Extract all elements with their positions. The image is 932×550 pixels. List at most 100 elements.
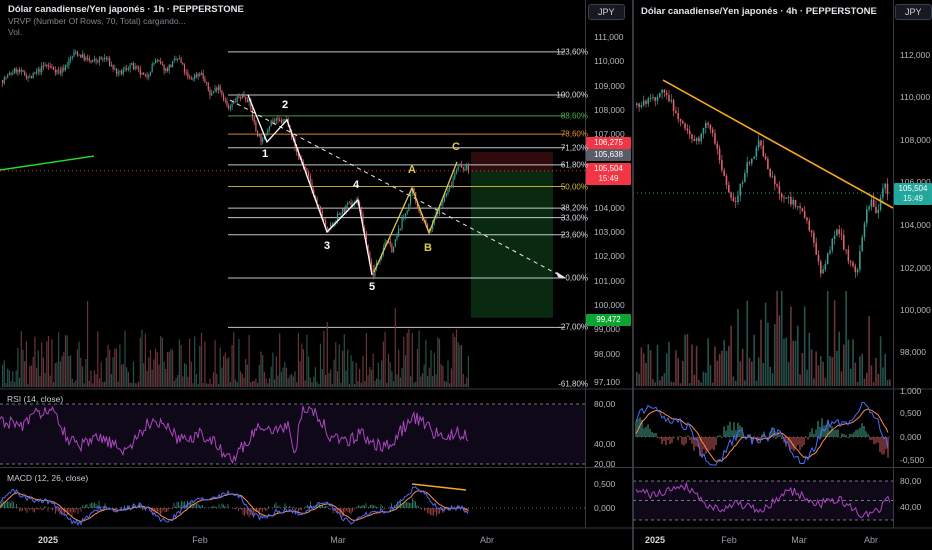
green-trendline bbox=[0, 155, 95, 171]
axis-price-label: 112,000 bbox=[900, 50, 931, 60]
wave-label-C[interactable]: C bbox=[452, 141, 460, 153]
macd-axis-label: 0,500 bbox=[594, 479, 616, 489]
axis-price-label: 102,000 bbox=[594, 251, 625, 261]
price-badge: 99,472 bbox=[586, 314, 631, 326]
impulse-wave-line bbox=[247, 94, 373, 276]
rsi-bands bbox=[0, 404, 893, 520]
fib-level-label[interactable]: 88,60% bbox=[560, 111, 588, 121]
time-axis-label: 2025 bbox=[644, 535, 666, 545]
axis-price-label: 109,000 bbox=[594, 81, 625, 91]
time-axis-label: Abr bbox=[479, 535, 495, 545]
price-badge: 105,504 15:49 bbox=[894, 183, 932, 205]
rsi-axis-label: 40,00 bbox=[900, 502, 922, 512]
right-macd bbox=[633, 401, 893, 466]
right-rsi bbox=[633, 480, 893, 521]
fib-level-label[interactable]: -61,80% bbox=[558, 379, 588, 389]
rsi-axis-label: 80,00 bbox=[900, 476, 922, 486]
left-macd bbox=[0, 483, 585, 527]
rsi-axis-label: 20,00 bbox=[594, 459, 616, 469]
price-badge-value: 105,504 bbox=[898, 184, 928, 193]
left-chart-vrvp-status[interactable]: VRVP (Number Of Rows, 70, Total) cargand… bbox=[8, 16, 186, 26]
axis-price-label: 102,000 bbox=[900, 263, 931, 273]
axis-price-label: 108,000 bbox=[594, 105, 625, 115]
right-chart-title[interactable]: Dólar canadiense/Yen japonés · 4h · PEPP… bbox=[641, 6, 877, 17]
axis-price-label: 99,000 bbox=[594, 324, 620, 334]
fib-retracement-lines bbox=[228, 51, 565, 328]
axis-price-label: 101,000 bbox=[594, 276, 625, 286]
axis-price-label: 103,000 bbox=[594, 227, 625, 237]
left-chart-title[interactable]: Dólar canadiense/Yen japonés · 1h · PEPP… bbox=[8, 4, 244, 15]
wave-label-A[interactable]: A bbox=[408, 164, 416, 176]
axis-price-label: 111,000 bbox=[594, 32, 624, 42]
left-rsi bbox=[0, 403, 585, 465]
short-position-tool bbox=[471, 152, 553, 318]
wave-label-3[interactable]: 3 bbox=[323, 240, 331, 252]
macd-axis-label: 0,500 bbox=[900, 408, 922, 418]
axis-price-label: 108,000 bbox=[900, 135, 931, 145]
orange-trendline bbox=[662, 79, 894, 209]
price-badge: 105,638 bbox=[586, 149, 631, 161]
axis-price-label: 98,000 bbox=[594, 349, 620, 359]
axis-price-label: 107,000 bbox=[594, 129, 625, 139]
macd-axis-label: 0,000 bbox=[900, 432, 922, 442]
macd-axis-label: 1,000 bbox=[900, 386, 922, 396]
fib-level-label[interactable]: 78,60% bbox=[560, 129, 588, 139]
axis-price-label: 104,000 bbox=[900, 220, 931, 230]
right-candles bbox=[636, 89, 889, 278]
time-axis-label: Feb bbox=[192, 535, 208, 545]
left-volume bbox=[2, 301, 469, 387]
macd-axis-label: -0,500 bbox=[900, 455, 925, 465]
left-currency-button[interactable]: JPY bbox=[588, 4, 625, 20]
rsi-axis-label: 80,00 bbox=[594, 399, 616, 409]
axis-price-label: 100,000 bbox=[594, 300, 625, 310]
price-badge: 105,504 15:49 bbox=[586, 163, 631, 185]
fib-level-label[interactable]: 23,60% bbox=[560, 230, 588, 240]
price-badge-time: 15:49 bbox=[598, 174, 619, 183]
price-badge-value: 99,472 bbox=[596, 315, 621, 324]
price-badge-value: 106,275 bbox=[594, 138, 623, 147]
axis-price-label: 110,000 bbox=[900, 92, 931, 102]
axis-price-label: 100,000 bbox=[900, 305, 931, 315]
macd-pane-label[interactable]: MACD (12, 26, close) bbox=[7, 473, 89, 483]
fib-level-label[interactable]: 100,00% bbox=[556, 90, 588, 100]
price-badge-time: 15:49 bbox=[902, 194, 924, 203]
fib-level-label[interactable]: 50,00% bbox=[560, 182, 588, 191]
wave-label-B[interactable]: B bbox=[424, 242, 432, 254]
rsi-pane-label[interactable]: RSI (14, close) bbox=[7, 394, 64, 404]
abc-wave-line bbox=[373, 161, 458, 273]
fib-level-label[interactable]: 38,20% bbox=[560, 203, 588, 213]
fib-level-label[interactable]: 0,00% bbox=[565, 273, 588, 283]
wave-label-1[interactable]: 1 bbox=[261, 148, 269, 160]
axis-price-label: 106,000 bbox=[900, 177, 931, 187]
axis-price-label: 98,000 bbox=[900, 347, 926, 357]
fib-level-label[interactable]: 61,80% bbox=[560, 160, 588, 170]
time-axis-label: Mar bbox=[330, 535, 346, 545]
fib-level-label[interactable]: 33,00% bbox=[560, 213, 588, 223]
axis-price-label: 97,100 bbox=[594, 377, 620, 387]
fib-level-label[interactable]: 71,20% bbox=[560, 143, 588, 153]
fib-level-label[interactable]: -27,00% bbox=[558, 322, 588, 332]
wave-label-2[interactable]: 2 bbox=[281, 99, 289, 111]
macd-axis-label: 0,000 bbox=[594, 503, 616, 513]
axis-price-label: 110,000 bbox=[594, 56, 625, 66]
left-candles bbox=[2, 49, 469, 280]
rsi-axis-label: 40,00 bbox=[594, 439, 616, 449]
dashed-trendline bbox=[229, 99, 566, 279]
price-badge-value: 105,638 bbox=[594, 150, 623, 159]
wave-label-4[interactable]: 4 bbox=[352, 179, 360, 191]
axis-price-label: 104,000 bbox=[594, 203, 625, 213]
left-chart-vol-label[interactable]: Vol. bbox=[8, 27, 23, 37]
price-badge: 106,275 bbox=[586, 137, 631, 149]
fib-level-label[interactable]: 123,60% bbox=[556, 47, 588, 57]
current-price-lines bbox=[0, 170, 893, 194]
time-axis-label: Abr bbox=[863, 535, 879, 545]
right-volume bbox=[636, 291, 891, 386]
price-badge-value: 105,504 bbox=[594, 164, 623, 173]
time-axis-label: 2025 bbox=[37, 535, 59, 545]
time-axis-label: Feb bbox=[721, 535, 737, 545]
wave-label-5[interactable]: 5 bbox=[368, 281, 376, 293]
right-currency-button[interactable]: JPY bbox=[895, 4, 932, 20]
